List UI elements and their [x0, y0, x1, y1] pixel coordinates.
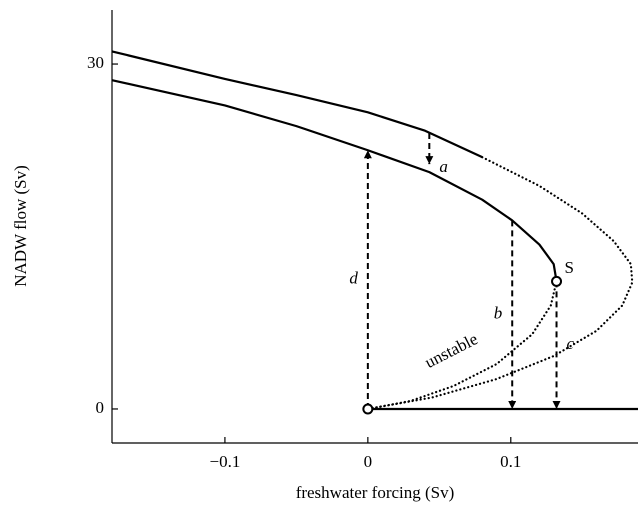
y-axis-label: NADW flow (Sv): [11, 165, 30, 287]
arrow-label: c: [567, 334, 575, 353]
branch-line: [366, 280, 558, 411]
y-tick-label: 30: [87, 53, 104, 72]
arrow-label: a: [439, 157, 448, 176]
branch-line: [111, 79, 558, 282]
x-axis-label: freshwater forcing (Sv): [296, 483, 455, 502]
branch-line: [366, 156, 634, 411]
x-tick-label: −0.1: [209, 452, 240, 471]
x-tick-label: 0.1: [500, 452, 521, 471]
equilibrium-point: [362, 403, 374, 415]
unstable-label: unstable: [422, 329, 481, 372]
equilibrium-point: [551, 275, 563, 287]
branch-line: [111, 50, 483, 159]
arrow-label: d: [349, 269, 358, 288]
x-tick-label: 0: [364, 452, 373, 471]
point-label: S: [565, 258, 574, 277]
y-tick-label: 0: [96, 398, 105, 417]
arrow-label: b: [494, 304, 503, 323]
